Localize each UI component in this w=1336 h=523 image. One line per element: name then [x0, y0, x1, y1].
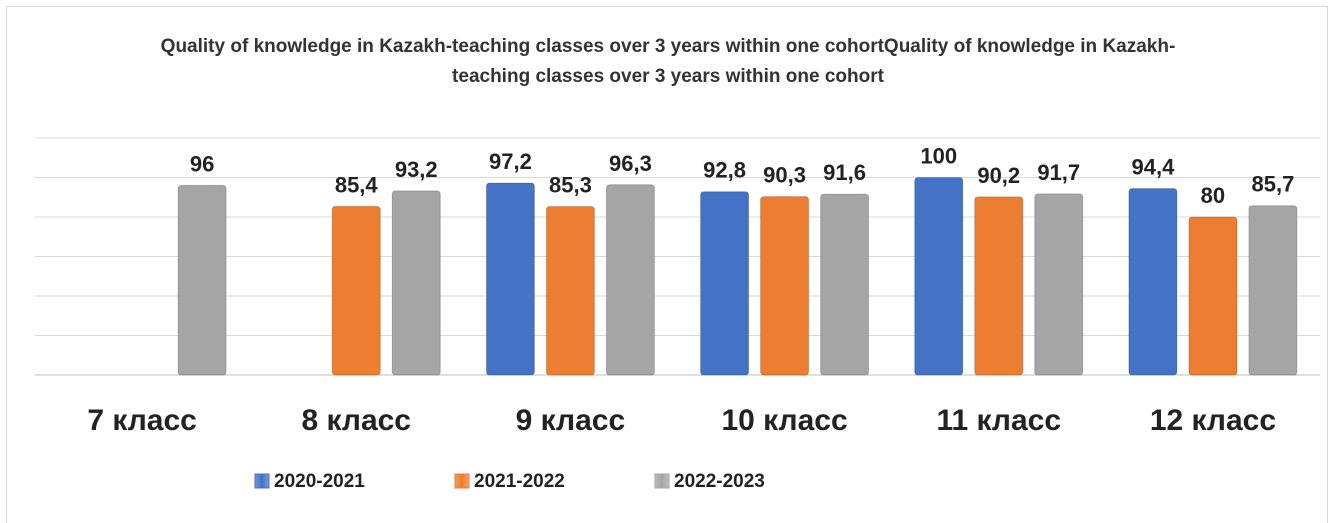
value-label: 80: [1201, 183, 1225, 208]
bar-shade: [914, 177, 964, 376]
value-label: 91,6: [823, 160, 866, 185]
bar-shade: [391, 190, 441, 376]
bar-shade: [331, 205, 381, 376]
x-tick-label: 12 класс: [1150, 404, 1276, 437]
value-label: 93,2: [395, 157, 438, 182]
x-tick-label: 8 класс: [301, 404, 411, 437]
value-label: 92,8: [703, 158, 746, 183]
value-label: 96: [190, 151, 214, 176]
bar-shade: [545, 206, 595, 376]
legend-swatch: [454, 473, 470, 489]
bar-shade: [820, 193, 870, 376]
bar-shade: [700, 191, 750, 376]
x-tick-label: 7 класс: [87, 404, 197, 437]
value-label: 96,3: [609, 151, 652, 176]
legend-label: 2020-2021: [274, 471, 365, 492]
bar-shade: [177, 184, 227, 376]
legend-swatch: [654, 473, 670, 489]
legend-label: 2022-2023: [674, 471, 765, 492]
bar-shade: [1188, 216, 1238, 376]
bar-shade: [605, 184, 655, 376]
chart-frame: [6, 6, 1328, 523]
value-label: 85,4: [335, 172, 379, 197]
chart-title: Quality of knowledge in Kazakh-teaching …: [160, 36, 1176, 87]
x-tick-label: 9 класс: [516, 404, 626, 437]
value-label: 85,3: [549, 173, 592, 198]
value-label: 94,4: [1132, 155, 1176, 180]
value-label: 100: [920, 144, 957, 169]
bar-shade: [1248, 205, 1298, 376]
value-label: 97,2: [489, 149, 532, 174]
bar-shade: [974, 196, 1024, 376]
legend-label: 2021-2022: [474, 471, 565, 492]
value-label: 90,3: [763, 163, 806, 188]
legend-swatch: [254, 473, 270, 489]
bar-shade: [1034, 193, 1084, 376]
x-tick-label: 11 класс: [936, 404, 1061, 437]
value-label: 85,7: [1252, 172, 1295, 197]
bar-shade: [1128, 188, 1178, 376]
bar-shade: [485, 182, 535, 376]
x-tick-label: 10 класс: [721, 404, 847, 437]
bar-shade: [760, 196, 810, 376]
value-label: 91,7: [1037, 160, 1080, 185]
value-label: 90,2: [977, 163, 1020, 188]
